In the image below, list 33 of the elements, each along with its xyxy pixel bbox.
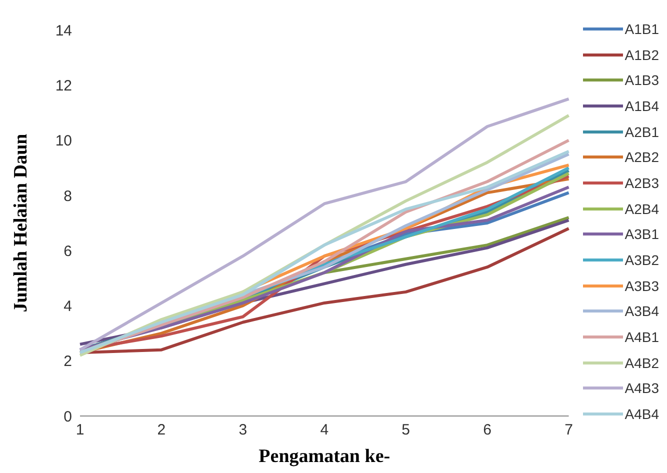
x-tick-label: 4	[320, 422, 329, 439]
y-tick-label: 8	[64, 188, 72, 205]
legend-label: A1B4	[624, 98, 659, 114]
legend-label: A4B3	[624, 380, 659, 396]
x-tick-label: 2	[157, 422, 166, 439]
y-tick-label: 0	[64, 408, 72, 426]
legend-label: A3B3	[624, 278, 659, 294]
legend-label: A3B2	[624, 252, 659, 268]
y-tick-label: 10	[55, 132, 72, 150]
legend-label: A3B4	[624, 303, 659, 320]
legend-label: A1B2	[624, 46, 659, 63]
y-tick-label: 12	[55, 77, 72, 94]
y-tick-label: 14	[55, 22, 72, 40]
legend-label: A4B4	[624, 406, 659, 422]
x-tick-label: 6	[483, 422, 492, 439]
x-axis-title: Pengamatan ke-	[258, 446, 390, 467]
legend-label: A2B3	[624, 174, 659, 191]
legend-label: A2B4	[624, 200, 659, 217]
y-tick-label: 6	[64, 242, 72, 260]
legend-label: A3B1	[624, 226, 659, 242]
y-tick-label: 2	[64, 353, 72, 370]
legend-label: A1B3	[624, 72, 659, 88]
legend-label: A2B2	[624, 149, 659, 166]
legend-label: A2B1	[624, 124, 659, 140]
legend-label: A4B1	[624, 329, 659, 346]
legend-label: A4B2	[624, 354, 659, 371]
x-tick-label: 5	[402, 422, 410, 439]
x-tick-label: 7	[564, 422, 573, 439]
x-tick-label: 3	[238, 422, 248, 439]
y-axis-title: Jumlah Helaian Daun	[10, 133, 32, 312]
legend-label: A1B1	[624, 20, 659, 37]
x-tick-label: 1	[76, 422, 84, 439]
y-tick-label: 4	[64, 298, 72, 316]
